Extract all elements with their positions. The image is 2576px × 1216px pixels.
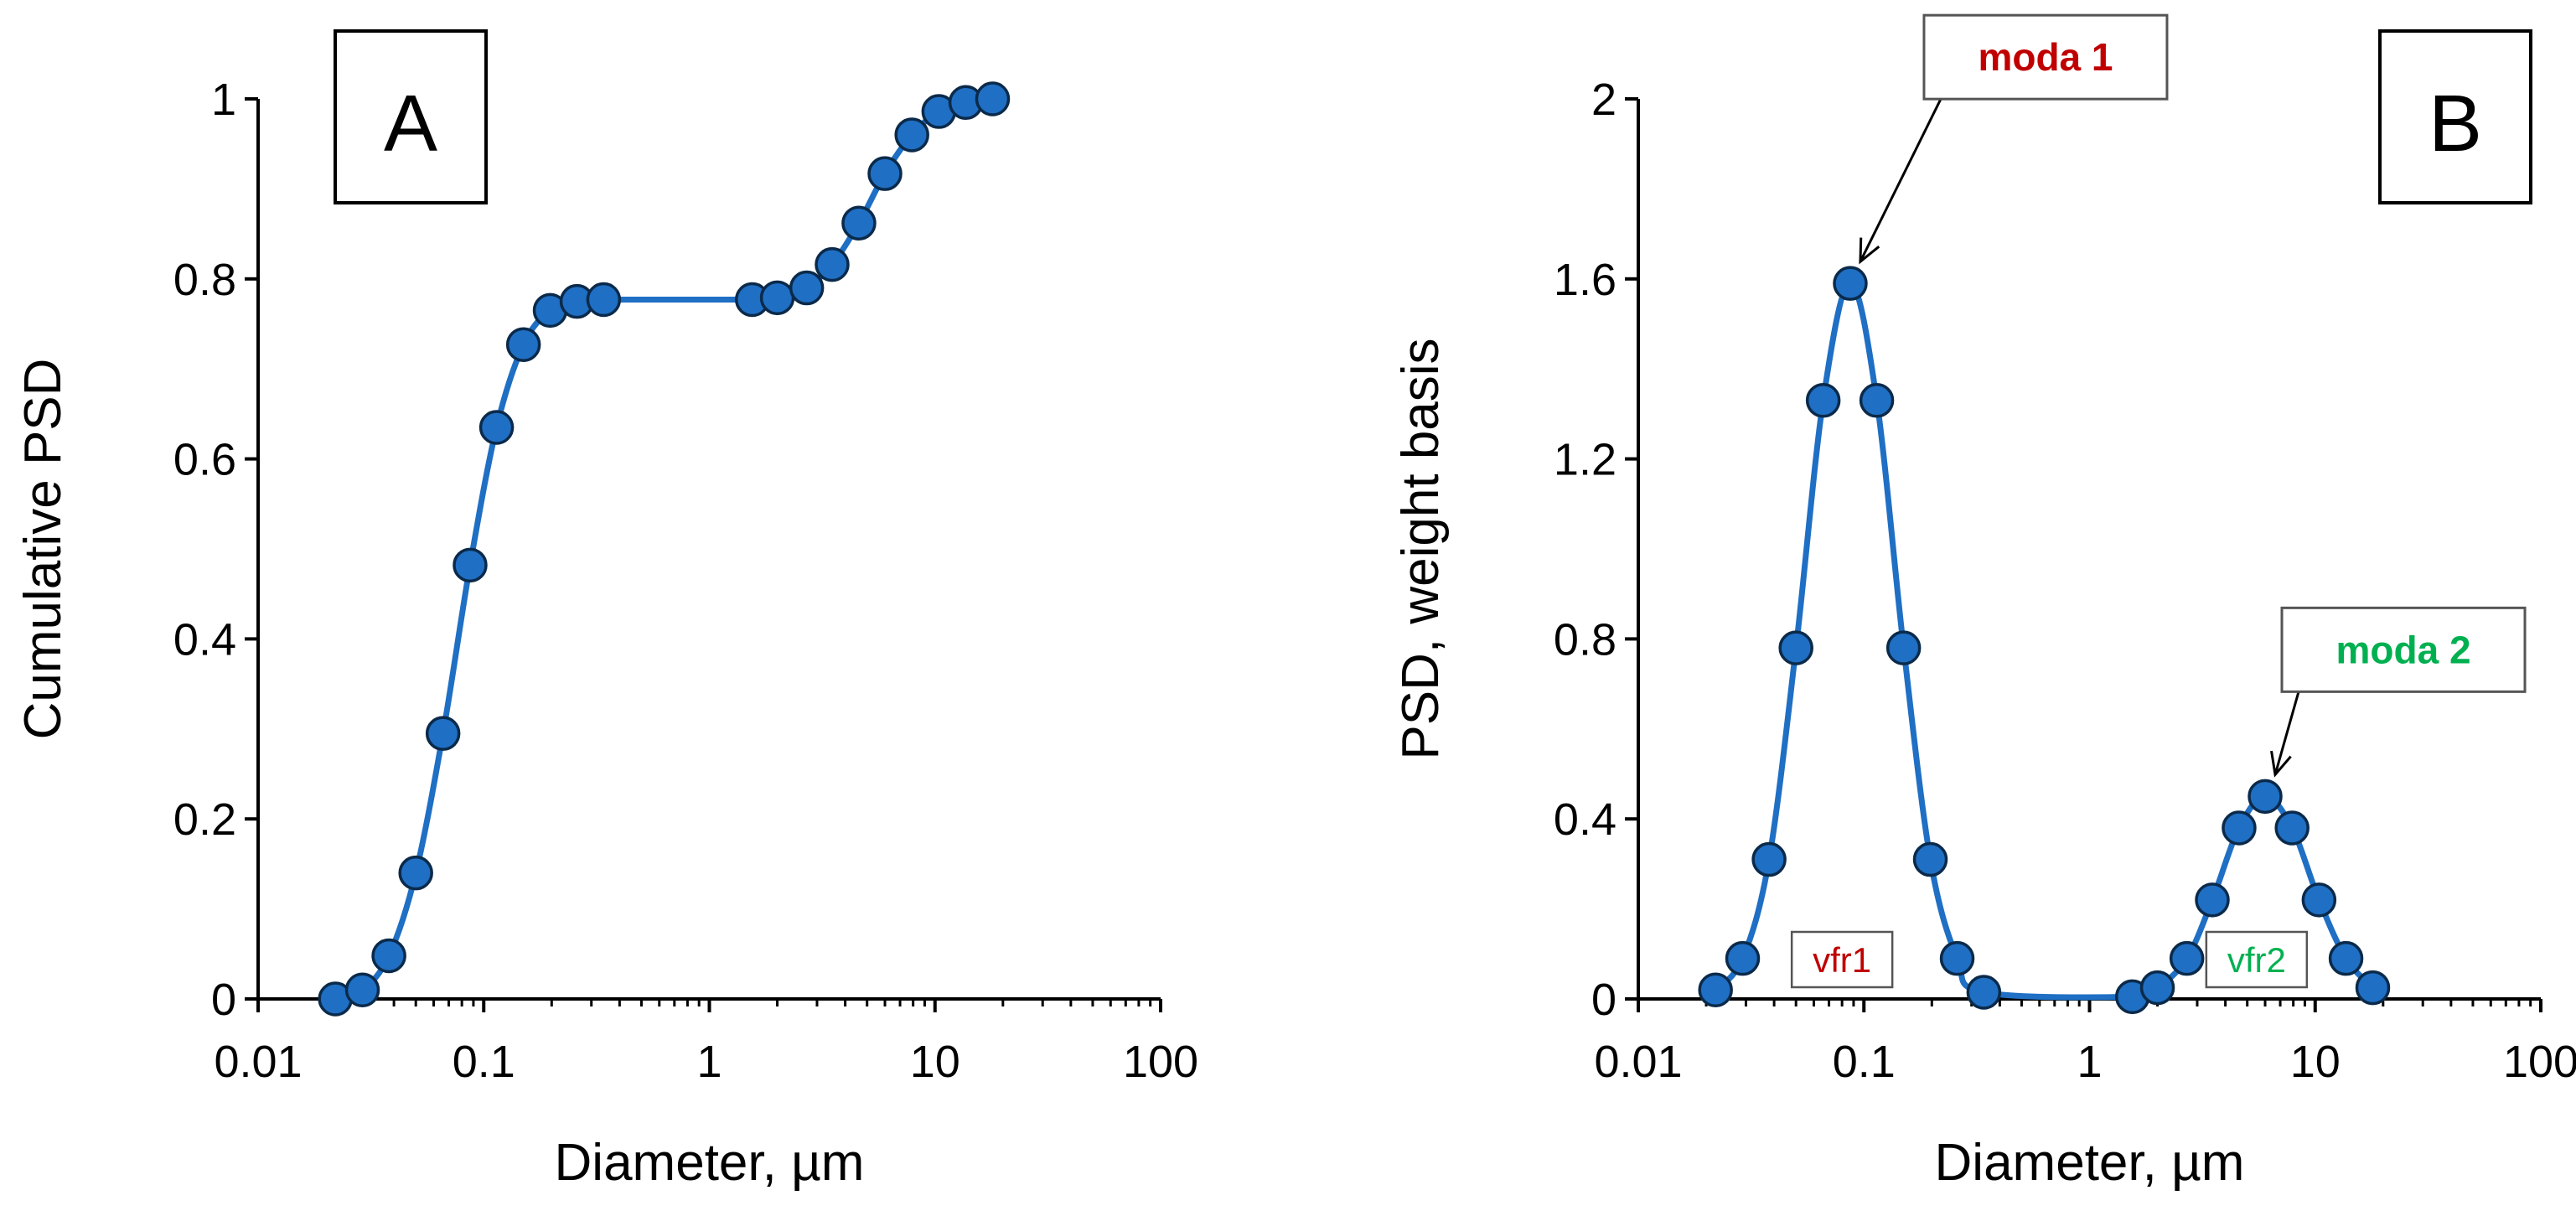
- data-point: [1698, 972, 1733, 1008]
- panel-label-box: [2378, 29, 2532, 204]
- y-tick-label: 0.6: [173, 435, 236, 485]
- data-point: [2195, 882, 2230, 918]
- x-tick-label: 100: [1123, 1037, 1198, 1087]
- y-tick-label: 0: [211, 975, 236, 1025]
- data-point: [1751, 841, 1787, 877]
- fraction-box: [1790, 930, 1894, 989]
- data-point: [2274, 810, 2310, 846]
- series-line: [334, 96, 993, 1002]
- callout-arrow: [2273, 691, 2300, 775]
- data-point: [2301, 882, 2337, 918]
- data-point: [815, 246, 850, 282]
- y-tick-label: 0.2: [173, 794, 236, 845]
- data-point: [478, 410, 515, 445]
- panel-label: B: [2429, 79, 2482, 168]
- y-tick-label: 0.4: [173, 614, 236, 665]
- data-point: [425, 716, 461, 751]
- data-point: [2169, 940, 2205, 976]
- data-point: [453, 547, 488, 583]
- x-tick-label: 10: [2290, 1037, 2341, 1087]
- x-tick-label: 10: [910, 1037, 960, 1087]
- data-point: [1939, 940, 1975, 976]
- y-axis-label: PSD, weight basis: [1392, 338, 1450, 759]
- chart-a: 0.01 0.1 1 10 100 0 0.2 0.4 0.6 0.8 1 Diameter, µm C…: [14, 29, 1198, 1192]
- y-tick-label: 2: [1591, 75, 1616, 125]
- callout-arrow: [1859, 98, 1942, 262]
- x-axis-label: Diameter, µm: [1935, 1134, 2245, 1192]
- y-tick-label: 1.2: [1554, 435, 1616, 485]
- data-point: [789, 270, 825, 306]
- data-point: [1725, 940, 1761, 976]
- data-point: [975, 81, 1011, 116]
- chart-b: 0.01 0.1 1 10 100 0 0.4 0.8 1.2 1.6 2 Diameter, µm P…: [1392, 13, 2576, 1192]
- data-point: [2248, 779, 2283, 815]
- y-tick-label: 0.8: [173, 255, 236, 305]
- x-tick-label: 0.1: [453, 1037, 515, 1087]
- y-tick-label: 0.4: [1554, 794, 1616, 845]
- callout-label: moda 2: [2335, 628, 2470, 671]
- data-point: [867, 156, 903, 191]
- data-point: [1805, 383, 1841, 418]
- y-tick-label: 1.6: [1554, 255, 1616, 305]
- data-point: [2328, 940, 2364, 976]
- panel-label-box: [334, 29, 488, 204]
- y-tick-label: 0.8: [1554, 614, 1616, 665]
- data-point: [586, 282, 622, 318]
- x-tick-label: 1: [696, 1037, 722, 1087]
- x-tick-label: 1: [2077, 1037, 2102, 1087]
- callout-arrowhead: [1859, 237, 1880, 265]
- x-tick-label: 100: [2503, 1037, 2576, 1087]
- data-point: [2222, 810, 2257, 846]
- y-axis-label: Cumulative PSD: [14, 359, 72, 740]
- data-point: [1966, 975, 2002, 1010]
- fraction-box: [2205, 930, 2309, 989]
- fraction-label: vfr2: [2227, 940, 2286, 980]
- x-tick-label: 0.1: [1833, 1037, 1896, 1087]
- callout-arrowhead: [2270, 750, 2292, 778]
- x-tick-label: 0.01: [1594, 1037, 1682, 1087]
- y-tick-label: 0: [1591, 975, 1616, 1025]
- data-point: [1859, 383, 1895, 418]
- data-point: [759, 280, 795, 316]
- data-point: [1778, 630, 1813, 665]
- data-point: [398, 855, 433, 891]
- data-point: [2355, 970, 2391, 1006]
- callout-box: [2280, 606, 2527, 693]
- callout-label: moda 1: [1978, 35, 2113, 79]
- data-point: [1885, 630, 1922, 665]
- data-point: [894, 117, 929, 153]
- y-tick-label: 1: [211, 75, 236, 125]
- data-point: [841, 205, 877, 241]
- data-point: [2139, 970, 2175, 1006]
- data-point: [1833, 266, 1868, 301]
- data-point: [505, 327, 541, 362]
- data-point: [344, 972, 380, 1008]
- x-axis-label: Diameter, µm: [555, 1134, 865, 1192]
- data-point: [1912, 841, 1948, 877]
- panel-label: A: [384, 79, 437, 168]
- data-point: [371, 938, 406, 974]
- callout-box: [1922, 13, 2169, 101]
- x-tick-label: 0.01: [214, 1037, 302, 1087]
- fraction-label: vfr1: [1813, 940, 1871, 980]
